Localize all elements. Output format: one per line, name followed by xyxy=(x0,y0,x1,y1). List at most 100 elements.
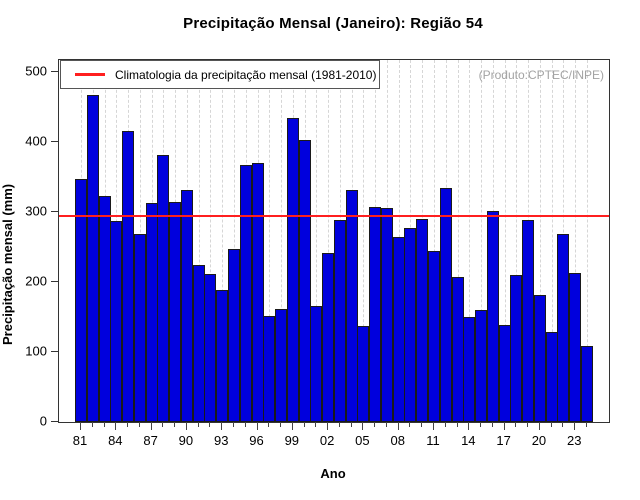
legend-label: Climatologia da precipitação mensal (198… xyxy=(115,67,377,82)
bar-2012 xyxy=(439,188,452,422)
bar-2014 xyxy=(463,317,476,422)
bar-2002 xyxy=(322,253,335,422)
gridline-1991 xyxy=(198,60,200,422)
y-tick-500 xyxy=(51,71,58,72)
y-tick-label-0: 0 xyxy=(39,413,47,429)
y-tick-400 xyxy=(51,141,58,142)
bar-1999 xyxy=(286,118,299,422)
x-tick-1981 xyxy=(80,422,81,430)
x-tick-2000 xyxy=(303,422,305,427)
bar-1989 xyxy=(169,202,182,422)
gridline-2023 xyxy=(575,60,577,422)
x-tick-label-2008: 08 xyxy=(390,433,405,448)
gridline-2013 xyxy=(457,60,459,422)
x-tick-label-2020: 20 xyxy=(531,433,547,448)
gridline-2005 xyxy=(363,60,365,422)
bar-1986 xyxy=(133,234,146,422)
bar-2011 xyxy=(428,251,441,422)
bar-1997 xyxy=(263,316,276,422)
bar-1988 xyxy=(157,155,170,422)
x-tick-2013 xyxy=(456,422,458,427)
x-tick-2019 xyxy=(527,422,529,427)
x-tick-2021 xyxy=(550,422,552,427)
bar-2022 xyxy=(557,234,570,422)
bar-2021 xyxy=(545,332,558,422)
bar-2001 xyxy=(310,306,323,422)
bar-2010 xyxy=(416,219,429,422)
x-tick-label-2002: 02 xyxy=(319,433,335,448)
legend-line-sample xyxy=(75,73,105,76)
climatology-reference-line xyxy=(59,215,609,217)
bar-1996 xyxy=(251,163,264,422)
gridline-1993 xyxy=(222,60,224,422)
x-tick-1990 xyxy=(185,422,187,430)
x-axis-title: Ano xyxy=(320,466,346,481)
bar-2018 xyxy=(510,275,523,422)
bar-1984 xyxy=(110,221,123,422)
bar-1991 xyxy=(192,265,205,422)
x-tick-label-1981: 81 xyxy=(72,433,88,448)
gridline-1997 xyxy=(269,60,271,422)
x-tick-2011 xyxy=(433,422,435,430)
gridline-2018 xyxy=(516,60,518,422)
bar-1995 xyxy=(239,165,252,422)
x-tick-1983 xyxy=(103,422,105,427)
x-tick-label-2017: 17 xyxy=(496,433,511,448)
x-tick-1999 xyxy=(291,422,293,430)
x-tick-label-1984: 84 xyxy=(108,433,123,448)
x-tick-1992 xyxy=(209,422,211,427)
bar-2007 xyxy=(380,208,393,422)
bar-1983 xyxy=(98,196,111,422)
bar-2017 xyxy=(498,325,511,422)
x-tick-2020 xyxy=(538,422,540,430)
x-tick-2003 xyxy=(338,422,340,427)
bar-2023 xyxy=(569,273,582,422)
x-tick-2002 xyxy=(327,422,329,430)
y-tick-label-400: 400 xyxy=(25,133,47,149)
x-tick-label-2005: 05 xyxy=(355,433,370,448)
bar-1990 xyxy=(180,190,193,422)
bar-2020 xyxy=(533,295,546,422)
bar-2008 xyxy=(392,237,405,422)
gridline-2015 xyxy=(481,60,483,422)
x-tick-2001 xyxy=(315,422,317,427)
bar-1981 xyxy=(75,179,87,422)
x-tick-label-1996: 96 xyxy=(249,433,264,448)
bar-1993 xyxy=(216,290,229,422)
x-tick-2007 xyxy=(385,422,387,427)
x-tick-2004 xyxy=(350,422,352,427)
gridline-1998 xyxy=(281,60,283,422)
bar-1982 xyxy=(86,95,99,422)
x-tick-2009 xyxy=(409,422,411,427)
y-tick-label-300: 300 xyxy=(25,203,47,219)
x-tick-1988 xyxy=(162,422,164,427)
x-tick-2016 xyxy=(491,422,493,427)
x-tick-2015 xyxy=(480,422,482,427)
y-tick-0 xyxy=(51,421,58,422)
x-tick-2006 xyxy=(374,422,376,427)
bar-1994 xyxy=(227,249,240,422)
gridline-2017 xyxy=(504,60,506,422)
x-tick-label-2011: 11 xyxy=(426,433,440,448)
x-tick-1996 xyxy=(256,422,258,430)
gridline-2021 xyxy=(551,60,553,422)
x-tick-label-1990: 90 xyxy=(178,433,194,448)
x-tick-1998 xyxy=(280,422,282,427)
x-tick-label-2014: 14 xyxy=(461,433,476,448)
bar-2016 xyxy=(486,211,499,422)
gridline-2002 xyxy=(328,60,330,422)
y-axis-title-text: Precipitação mensal (mm) xyxy=(0,183,15,345)
x-tick-1986 xyxy=(138,422,140,427)
x-tick-2008 xyxy=(397,422,399,430)
x-tick-2005 xyxy=(362,422,364,430)
legend: Climatologia da precipitação mensal (198… xyxy=(60,60,380,89)
bar-2009 xyxy=(404,228,417,422)
bar-2003 xyxy=(333,220,346,422)
x-tick-1989 xyxy=(174,422,176,427)
bar-2005 xyxy=(357,326,370,422)
x-tick-2017 xyxy=(503,422,505,430)
x-tick-1991 xyxy=(197,422,199,427)
gridline-1992 xyxy=(210,60,212,422)
x-tick-label-1993: 93 xyxy=(213,433,229,448)
y-tick-300 xyxy=(51,211,58,212)
